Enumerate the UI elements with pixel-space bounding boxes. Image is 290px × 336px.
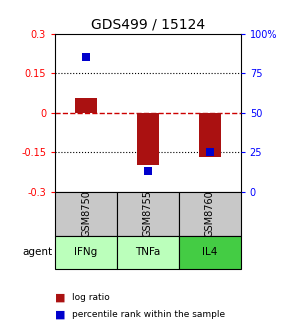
Text: agent: agent — [22, 247, 52, 257]
Text: ■: ■ — [55, 292, 66, 302]
Text: IFNg: IFNg — [75, 247, 98, 257]
Text: ■: ■ — [55, 309, 66, 319]
Point — [146, 168, 150, 174]
Text: GSM8750: GSM8750 — [81, 190, 91, 237]
Bar — [179, 192, 241, 236]
Bar — [75, 98, 97, 113]
Text: log ratio: log ratio — [72, 293, 110, 302]
Bar — [199, 113, 221, 157]
Title: GDS499 / 15124: GDS499 / 15124 — [91, 17, 205, 31]
Point — [207, 150, 212, 155]
Text: GSM8760: GSM8760 — [205, 190, 215, 237]
Bar — [55, 236, 117, 269]
Point — [84, 54, 88, 60]
Text: IL4: IL4 — [202, 247, 218, 257]
Bar — [55, 192, 117, 236]
Bar — [117, 236, 179, 269]
Text: TNFa: TNFa — [135, 247, 161, 257]
Bar — [117, 192, 179, 236]
Bar — [179, 236, 241, 269]
Text: GSM8755: GSM8755 — [143, 190, 153, 237]
Bar — [137, 113, 159, 165]
Text: percentile rank within the sample: percentile rank within the sample — [72, 310, 226, 319]
